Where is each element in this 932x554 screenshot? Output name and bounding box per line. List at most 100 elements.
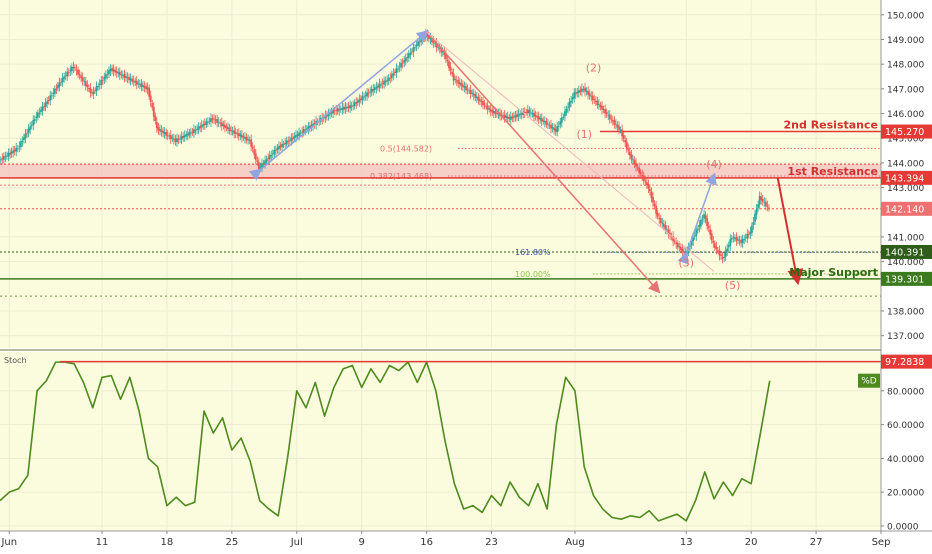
candle-body <box>520 113 523 115</box>
candle-body <box>120 74 123 76</box>
candle-body <box>341 107 344 110</box>
candle-body <box>29 126 32 130</box>
candle-body <box>661 222 664 224</box>
series-legend: %D <box>858 373 880 388</box>
candle-body <box>222 124 225 127</box>
candle-body <box>407 53 410 58</box>
candle-body <box>177 139 180 140</box>
level-annotation: 2nd Resistance <box>784 119 878 132</box>
candle <box>94 87 96 94</box>
candle-body <box>174 138 177 142</box>
candle <box>84 77 87 91</box>
candle-body <box>488 108 491 110</box>
candle <box>588 89 591 100</box>
candle-body <box>533 112 535 117</box>
candle <box>23 133 25 144</box>
candle <box>746 229 749 244</box>
candle-body <box>438 48 441 49</box>
candle <box>469 84 472 99</box>
candle <box>44 98 47 112</box>
candle-body <box>666 229 668 231</box>
candle <box>755 204 758 220</box>
candle <box>483 99 486 110</box>
candle <box>57 82 59 92</box>
candle <box>455 75 458 87</box>
candle <box>171 134 174 143</box>
candle-body <box>237 133 240 136</box>
candle <box>462 80 464 91</box>
candle-body <box>441 51 444 53</box>
candle <box>672 231 675 247</box>
candle-body <box>610 118 613 120</box>
candle-body <box>411 51 413 53</box>
candle <box>188 128 191 139</box>
candle <box>650 187 653 203</box>
candle-body <box>653 203 656 207</box>
candle-body <box>633 160 636 165</box>
candle <box>222 120 225 130</box>
candle <box>234 127 237 138</box>
candle <box>225 123 228 132</box>
candle <box>717 247 719 255</box>
candle <box>562 113 565 121</box>
candle <box>145 82 147 93</box>
candle-body <box>729 239 732 246</box>
candle-body <box>698 224 701 228</box>
candle-body <box>188 132 191 136</box>
candle <box>132 75 135 87</box>
candle <box>143 81 146 93</box>
time-tick-label: Sep <box>872 537 891 548</box>
candle-body <box>220 122 223 126</box>
candle-body <box>562 116 565 118</box>
candle-body <box>125 76 127 78</box>
candle <box>667 225 670 239</box>
candle-body <box>715 246 718 250</box>
candle <box>140 79 143 92</box>
candle-body <box>398 66 401 68</box>
candle-body <box>483 104 486 106</box>
candle-body <box>253 149 256 155</box>
candle <box>106 69 109 80</box>
candle-body <box>196 128 198 130</box>
candle-body <box>80 75 83 79</box>
candle <box>590 91 593 102</box>
candle-body <box>63 76 66 79</box>
candle-body <box>565 108 568 113</box>
candle-body <box>517 113 520 117</box>
candle-body <box>585 90 588 92</box>
candle <box>642 171 645 185</box>
candle-body <box>38 112 41 114</box>
candle-body <box>268 154 271 160</box>
candle <box>446 55 449 66</box>
candle-body <box>1 158 4 160</box>
candle <box>574 87 577 99</box>
candle <box>486 100 489 115</box>
candle-body <box>630 154 633 160</box>
candle-body <box>401 62 404 64</box>
candle <box>477 92 480 105</box>
candle-body <box>449 66 452 71</box>
candle-body <box>537 116 540 120</box>
candle-body <box>508 117 511 120</box>
trend-arrow-up <box>248 30 429 181</box>
candle-body <box>559 121 562 125</box>
candle <box>142 80 144 92</box>
candle-body <box>274 150 277 151</box>
candle <box>653 200 656 210</box>
candle-body <box>404 57 407 62</box>
candle-body <box>115 71 118 73</box>
candle-body <box>344 106 347 110</box>
candle-body <box>567 107 569 109</box>
candle-body <box>599 105 602 108</box>
candle-body <box>730 238 733 240</box>
candle-body <box>287 141 290 142</box>
candle <box>33 115 36 125</box>
candle-body <box>403 60 406 63</box>
candle-body <box>355 102 358 104</box>
candle-body <box>672 236 675 242</box>
candle-body <box>349 105 351 109</box>
candle <box>543 116 546 128</box>
candle-body <box>145 86 147 89</box>
candle <box>53 85 56 98</box>
time-tick-label: 16 <box>420 537 433 548</box>
